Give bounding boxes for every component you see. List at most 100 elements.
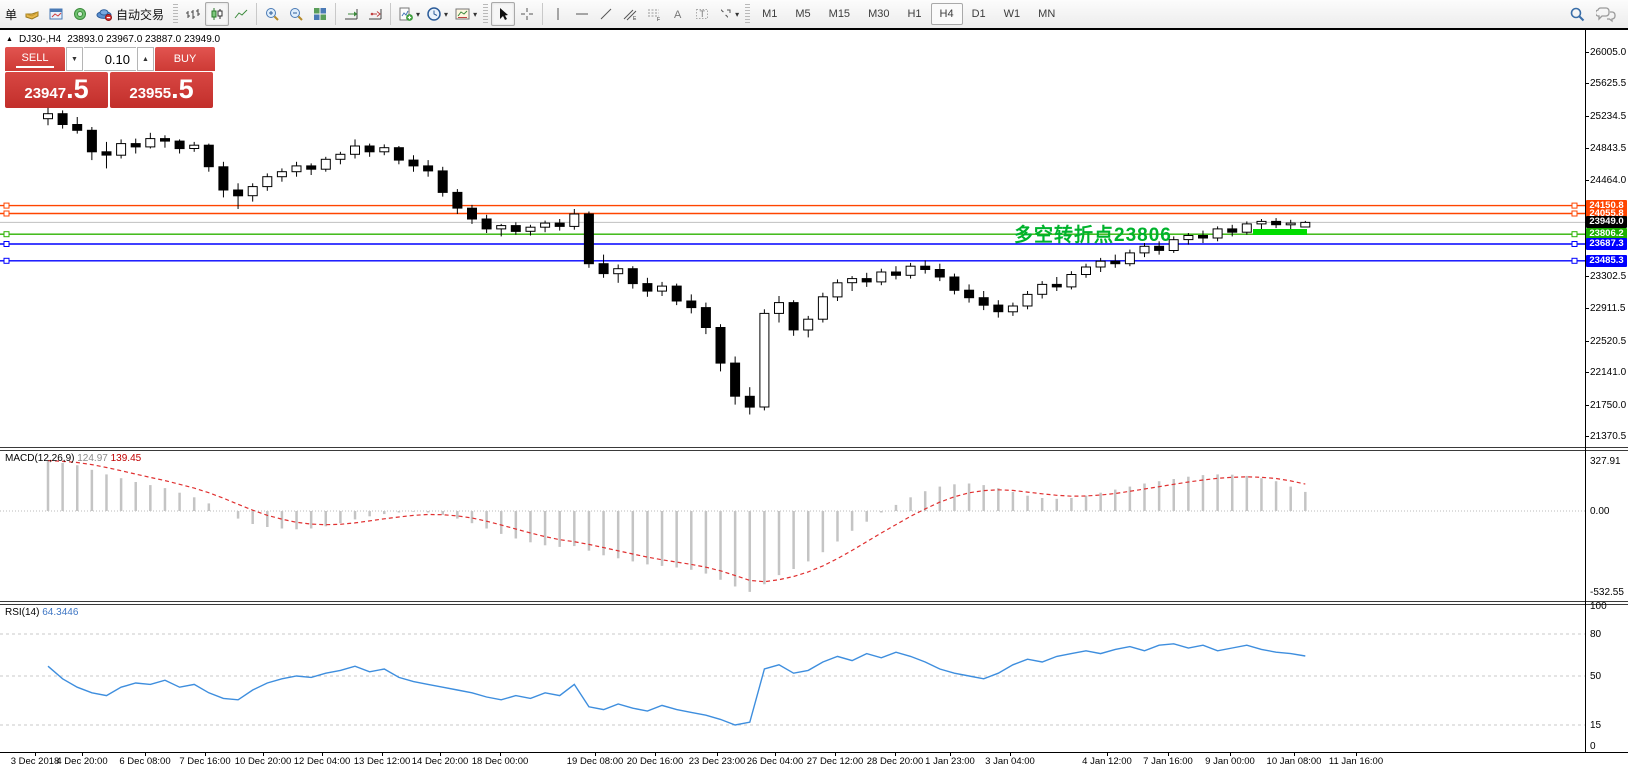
buy-price-box[interactable]: 23955 .5 xyxy=(110,72,213,108)
cursor-icon[interactable] xyxy=(491,2,516,26)
line-chart-icon[interactable] xyxy=(229,2,253,26)
volume-down-button[interactable]: ▼ xyxy=(66,47,83,71)
time-tick xyxy=(35,752,36,756)
time-tick xyxy=(1168,752,1169,756)
toolbar-grip xyxy=(483,4,489,24)
timeframe-MN[interactable]: MN xyxy=(1038,8,1056,20)
thick-trend-segment[interactable] xyxy=(1253,229,1307,235)
candle-body xyxy=(1285,222,1296,226)
timeframe-W1[interactable]: W1 xyxy=(1003,8,1021,20)
timeframe-H4[interactable]: H4 xyxy=(930,3,963,25)
rsi-panel[interactable] xyxy=(0,605,1585,752)
vertical-line-icon[interactable] xyxy=(546,2,570,26)
sell-price-frac: .5 xyxy=(66,74,89,104)
toolbar-separator xyxy=(542,3,544,25)
buy-button[interactable]: BUY xyxy=(155,47,215,71)
candle-body xyxy=(1095,260,1106,268)
one-click-trading-panel: SELL ▼ 0.10 ▲ BUY 23947 .5 23955 .5 xyxy=(5,47,215,108)
arrows-icon[interactable]: ▾ xyxy=(714,2,742,26)
candle-body xyxy=(861,278,872,283)
text-icon[interactable]: A xyxy=(666,2,690,26)
time-tick xyxy=(145,752,146,756)
charts-window-icon[interactable] xyxy=(44,2,68,26)
zoom-out-icon[interactable] xyxy=(284,2,308,26)
timeframe-M30[interactable]: M30 xyxy=(868,8,890,20)
time-label: 10 Jan 08:00 xyxy=(1266,756,1322,767)
toolbar-grip xyxy=(173,4,179,24)
candle-body xyxy=(364,145,375,153)
candle-body xyxy=(1081,266,1091,275)
tile-windows-icon[interactable] xyxy=(308,2,332,26)
horizontal-line-icon[interactable] xyxy=(570,2,594,26)
candle-body xyxy=(233,189,244,197)
fibonacci-icon[interactable]: F xyxy=(642,2,666,26)
time-label: 13 Dec 12:00 xyxy=(353,756,411,767)
pane-separator[interactable] xyxy=(0,447,1628,451)
chart-shift-icon[interactable] xyxy=(363,2,387,26)
auto-scroll-icon[interactable] xyxy=(339,2,363,26)
chart-bottom-frame xyxy=(0,752,1628,753)
candlestick-icon[interactable] xyxy=(205,2,230,26)
candle-body xyxy=(832,282,843,298)
candle-body xyxy=(1227,228,1238,233)
symbols-icon[interactable] xyxy=(20,2,44,26)
timeframe-H1[interactable]: H1 xyxy=(907,8,922,20)
time-tick xyxy=(500,752,501,756)
bar-chart-icon[interactable] xyxy=(181,2,205,26)
channel-icon[interactable]: E xyxy=(618,2,642,26)
candle-body xyxy=(1271,220,1282,226)
toolbar-separator xyxy=(256,3,258,25)
line-handle[interactable] xyxy=(3,257,10,264)
crosshair-icon[interactable] xyxy=(515,2,539,26)
time-label: 20 Dec 16:00 xyxy=(626,756,684,767)
template-icon[interactable]: ▾ xyxy=(451,2,480,26)
chart-window[interactable]: ▲ DJ30-,H4 23893.0 23967.0 23887.0 23949… xyxy=(0,28,1628,771)
periods-icon[interactable]: ▾ xyxy=(423,2,451,26)
sell-price-box[interactable]: 23947 .5 xyxy=(5,72,108,108)
line-handle[interactable] xyxy=(3,241,10,247)
candle-body xyxy=(1198,235,1208,239)
axis-tick xyxy=(1585,341,1589,342)
trendline-icon[interactable] xyxy=(594,2,618,26)
line-handle[interactable] xyxy=(1571,202,1578,209)
chat-icon[interactable] xyxy=(1596,6,1616,23)
dropdown-arrow-icon: ▾ xyxy=(473,9,478,19)
macd-panel[interactable] xyxy=(0,451,1585,602)
indicators-icon[interactable]: ▾ xyxy=(394,2,423,26)
signal-icon[interactable] xyxy=(68,2,92,26)
timeframe-D1[interactable]: D1 xyxy=(971,8,986,20)
collapse-arrow-icon[interactable]: ▲ xyxy=(6,36,13,43)
rsi-value: 64.3446 xyxy=(42,607,79,618)
line-handle[interactable] xyxy=(3,231,10,238)
line-handle[interactable] xyxy=(3,210,10,217)
candle-body xyxy=(817,296,828,320)
line-handle[interactable] xyxy=(1571,241,1578,247)
zoom-in-icon[interactable] xyxy=(260,2,284,26)
candle-body xyxy=(642,283,653,292)
search-icon[interactable] xyxy=(1569,6,1586,23)
candle-body xyxy=(891,271,901,276)
label-icon[interactable]: T xyxy=(690,2,714,26)
candle-body xyxy=(467,207,477,220)
line-handle[interactable] xyxy=(1571,257,1578,264)
line-handle[interactable] xyxy=(1571,210,1578,217)
timeframe-M15[interactable]: M15 xyxy=(828,8,851,20)
volume-input[interactable]: 0.10 xyxy=(84,47,136,71)
line-handle[interactable] xyxy=(1571,231,1578,238)
candle-body xyxy=(1110,260,1121,265)
macd-axis-label: 327.91 xyxy=(1590,456,1621,467)
main-price-chart[interactable] xyxy=(0,32,1585,448)
time-label: 18 Dec 00:00 xyxy=(471,756,529,767)
volume-up-button[interactable]: ▲ xyxy=(137,47,154,71)
autotrading-button[interactable]: 自动交易 xyxy=(92,2,170,26)
sell-button[interactable]: SELL xyxy=(5,47,65,71)
price-tick-label: 22911.5 xyxy=(1590,303,1626,314)
line-handle[interactable] xyxy=(3,202,10,209)
time-label: 26 Dec 04:00 xyxy=(746,756,804,767)
candle-body xyxy=(1066,274,1077,288)
candle-body xyxy=(788,302,799,331)
pane-separator[interactable] xyxy=(0,601,1628,605)
timeframe-M1[interactable]: M1 xyxy=(762,8,778,20)
new-order-button[interactable]: 单 xyxy=(5,7,18,22)
timeframe-M5[interactable]: M5 xyxy=(795,8,811,20)
